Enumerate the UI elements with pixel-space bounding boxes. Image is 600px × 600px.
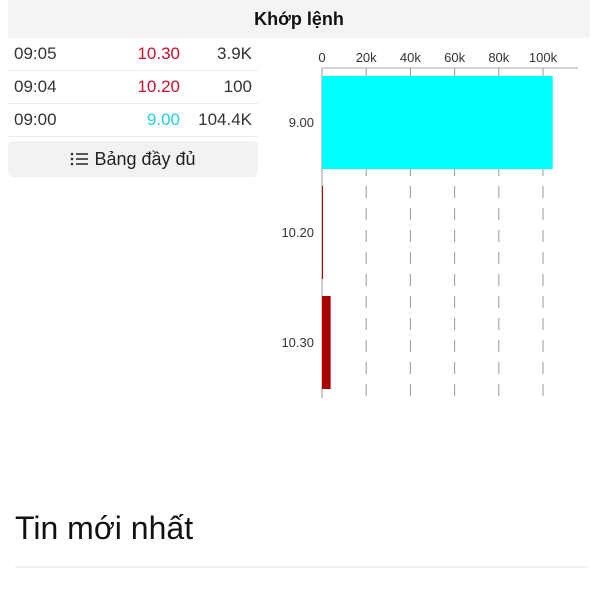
trade-price: 9.00 [146,110,180,129]
trade-row: 09:04 10.20 100 [8,71,258,104]
trade-price: 10.20 [137,77,180,96]
bar [322,76,553,169]
trade-time: 09:00 [14,110,57,129]
full-table-label: Bảng đầy đủ [94,148,196,169]
x-tick-label: 20k [356,50,377,65]
trade-row: 09:00 9.00 104.4K [8,104,258,137]
trade-volume: 3.9K [217,44,252,63]
bar [322,186,323,279]
list-icon [71,152,89,166]
trade-volume: 100 [223,77,252,96]
divider [15,566,587,568]
y-tick-label: 10.30 [281,335,314,350]
full-table-button[interactable]: Bảng đầy đủ [8,141,258,177]
y-tick-label: 9.00 [289,115,314,130]
x-tick-label: 100k [529,50,558,65]
bar [322,296,331,389]
trade-volume: 104.4K [198,110,252,129]
news-section-title: Tin mới nhất [15,510,194,546]
x-tick-label: 80k [488,50,509,65]
x-tick-label: 40k [400,50,421,65]
section-title: Khớp lệnh [254,8,344,29]
trade-time: 09:05 [14,44,57,63]
x-tick-label: 60k [444,50,465,65]
y-tick-label: 10.20 [281,225,314,240]
trade-price: 10.30 [137,44,180,63]
trade-row: 09:05 10.30 3.9K [8,38,258,71]
trade-list: 09:05 10.30 3.9K 09:04 10.20 100 09:00 9… [8,38,258,137]
volume-by-price-chart: 0 20k 40k 60k 80k 100k 9.00 10.20 10.30 [281,50,578,398]
section-header: Khớp lệnh [8,0,590,38]
trade-time: 09:04 [14,77,57,96]
x-tick-label: 0 [318,50,325,65]
